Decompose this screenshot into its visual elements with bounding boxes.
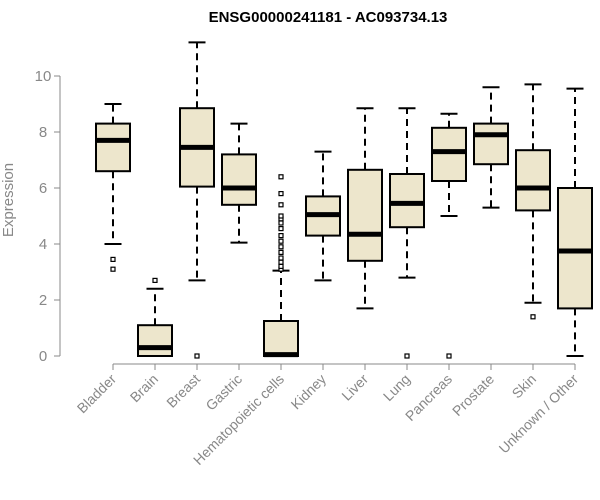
x-tick-label: Skin	[509, 371, 540, 402]
box-iqr	[431, 126, 467, 183]
x-tick-label: Lung	[380, 371, 413, 404]
y-tick-label: 4	[39, 236, 47, 253]
box-iqr	[347, 168, 383, 262]
y-tick-label: 2	[39, 292, 47, 309]
outlier-point	[278, 220, 284, 226]
outlier-point	[278, 249, 284, 255]
outlier-point	[110, 266, 116, 272]
outlier-point	[278, 255, 284, 261]
box-iqr	[137, 324, 173, 358]
box-unknown-other	[557, 87, 593, 357]
outlier-point	[278, 191, 284, 197]
outlier-point	[278, 202, 284, 208]
outlier-point	[278, 174, 284, 180]
box-kidney	[305, 150, 341, 282]
box-iqr	[557, 187, 593, 310]
boxes	[95, 41, 593, 359]
outlier-point	[446, 353, 452, 359]
x-tick-label: Unknown / Other	[496, 371, 582, 457]
outlier-point	[110, 256, 116, 262]
outlier-point	[194, 353, 200, 359]
x-tick-label: Prostate	[449, 371, 497, 419]
box-hematopoietic-cells	[263, 174, 299, 358]
box-breast	[179, 41, 215, 359]
outlier-point	[404, 353, 410, 359]
x-tick-label: Breast	[163, 371, 203, 411]
box-skin	[515, 83, 551, 320]
y-tick-label: 6	[39, 180, 47, 197]
x-tick-label: Kidney	[288, 371, 330, 413]
outlier-point	[278, 244, 284, 250]
outlier-point	[278, 213, 284, 219]
x-tick-label: Liver	[338, 371, 371, 404]
box-iqr	[221, 153, 257, 206]
outlier-point	[152, 277, 158, 283]
box-liver	[347, 107, 383, 310]
box-iqr	[473, 122, 509, 166]
outlier-point	[530, 314, 536, 320]
x-tick-label: Pancreas	[402, 371, 455, 424]
y-tick-label: 10	[35, 68, 52, 85]
chart-title: ENSG00000241181 - AC093734.13	[209, 9, 448, 26]
y-axis-label: Expression	[0, 163, 17, 237]
outlier-point	[278, 259, 284, 265]
x-tick-label: Brain	[127, 371, 161, 405]
outlier-point	[278, 233, 284, 239]
y-tick-label: 0	[39, 348, 47, 365]
y-tick-label: 8	[39, 124, 47, 141]
box-pancreas	[431, 112, 467, 359]
outlier-point	[278, 226, 284, 232]
box-bladder	[95, 103, 131, 272]
box-gastric	[221, 122, 257, 244]
outlier-point	[278, 263, 284, 269]
outlier-point	[278, 238, 284, 244]
y-axis: 0 2 4 6 8 10	[35, 68, 61, 365]
box-brain	[137, 277, 173, 358]
box-iqr	[263, 320, 299, 357]
x-tick-label: Bladder	[74, 371, 120, 417]
box-iqr	[95, 122, 131, 173]
box-iqr	[515, 149, 551, 212]
box-lung	[389, 107, 425, 359]
box-prostate	[473, 86, 509, 209]
box-iqr	[389, 173, 425, 229]
